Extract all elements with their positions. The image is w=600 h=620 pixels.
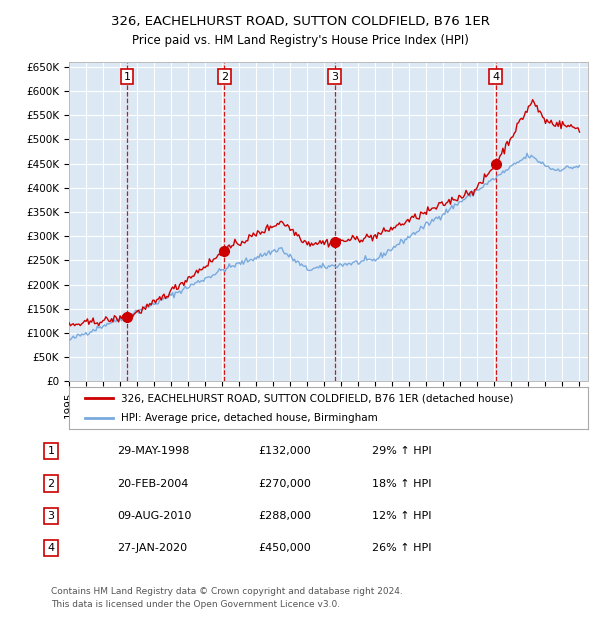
Text: 18% ↑ HPI: 18% ↑ HPI: [372, 479, 431, 489]
Text: 2: 2: [47, 479, 55, 489]
Text: £288,000: £288,000: [258, 511, 311, 521]
Text: 4: 4: [47, 543, 55, 553]
Text: 326, EACHELHURST ROAD, SUTTON COLDFIELD, B76 1ER: 326, EACHELHURST ROAD, SUTTON COLDFIELD,…: [110, 16, 490, 29]
Text: Price paid vs. HM Land Registry's House Price Index (HPI): Price paid vs. HM Land Registry's House …: [131, 34, 469, 47]
Text: 26% ↑ HPI: 26% ↑ HPI: [372, 543, 431, 553]
Text: 1: 1: [124, 71, 131, 81]
Text: 12% ↑ HPI: 12% ↑ HPI: [372, 511, 431, 521]
Text: £132,000: £132,000: [258, 446, 311, 456]
Text: 326, EACHELHURST ROAD, SUTTON COLDFIELD, B76 1ER (detached house): 326, EACHELHURST ROAD, SUTTON COLDFIELD,…: [121, 393, 514, 403]
Text: 09-AUG-2010: 09-AUG-2010: [117, 511, 191, 521]
Text: 2: 2: [221, 71, 228, 81]
Text: £270,000: £270,000: [258, 479, 311, 489]
Text: 27-JAN-2020: 27-JAN-2020: [117, 543, 187, 553]
Text: Contains HM Land Registry data © Crown copyright and database right 2024.: Contains HM Land Registry data © Crown c…: [51, 587, 403, 596]
Text: 29% ↑ HPI: 29% ↑ HPI: [372, 446, 431, 456]
Text: 3: 3: [47, 511, 55, 521]
Text: 4: 4: [492, 71, 499, 81]
Text: 3: 3: [331, 71, 338, 81]
Text: This data is licensed under the Open Government Licence v3.0.: This data is licensed under the Open Gov…: [51, 600, 340, 609]
Text: 1: 1: [47, 446, 55, 456]
Text: HPI: Average price, detached house, Birmingham: HPI: Average price, detached house, Birm…: [121, 413, 377, 423]
Text: 20-FEB-2004: 20-FEB-2004: [117, 479, 188, 489]
Text: 29-MAY-1998: 29-MAY-1998: [117, 446, 190, 456]
Text: £450,000: £450,000: [258, 543, 311, 553]
